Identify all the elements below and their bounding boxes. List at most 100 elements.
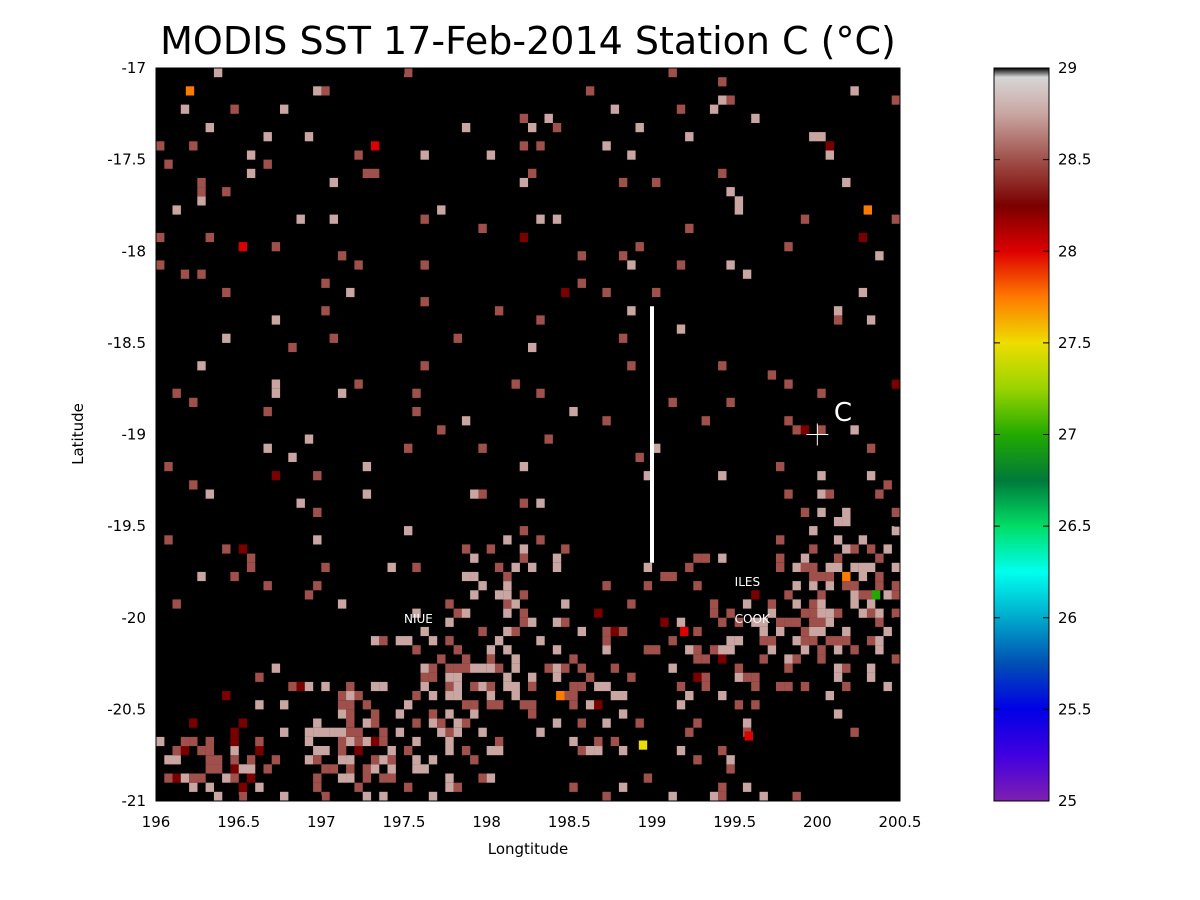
y-tick-label: -18 [122, 242, 147, 260]
sst-pixel [321, 278, 330, 288]
sst-pixel [428, 691, 438, 701]
sst-pixel [362, 736, 372, 747]
sst-pixel [825, 562, 834, 572]
sst-pixel [618, 746, 628, 756]
sst-pixel [412, 755, 421, 765]
sst-pixel [842, 636, 851, 646]
sst-pixel [313, 782, 322, 792]
sst-pixel [346, 755, 355, 765]
sst-pixel [412, 407, 421, 417]
sst-pixel [577, 681, 586, 692]
sst-pixel [875, 581, 884, 591]
sst-pixel [610, 736, 620, 747]
sst-pixel [255, 700, 264, 710]
sst-pixel [800, 507, 810, 517]
y-tick-label: -20.5 [107, 700, 146, 718]
sst-pixel [866, 663, 876, 673]
sst-pixel [437, 718, 446, 728]
sst-pixel [238, 764, 248, 774]
sst-pixel [618, 709, 628, 719]
map-annotation: ILES [735, 575, 760, 589]
sst-pixel [875, 645, 884, 655]
sst-pixel [478, 727, 487, 737]
sst-pixel [726, 187, 735, 197]
sst-pixel [866, 590, 876, 600]
sst-pixel [172, 205, 181, 215]
sst-pixel [734, 205, 744, 215]
sst-pixel [387, 755, 396, 765]
sst-pixel [205, 764, 214, 774]
sst-pixel [164, 462, 173, 472]
sst-pixel [461, 663, 471, 673]
sst-pixel [734, 196, 744, 206]
sst-pixel [800, 645, 810, 655]
sst-pixel [552, 562, 562, 572]
sst-pixel [470, 590, 479, 600]
sst-pixel [412, 645, 421, 655]
sst-pixel [503, 681, 512, 692]
sst-pixel [230, 571, 239, 582]
sst-pixel [726, 397, 735, 407]
sst-pixel [602, 718, 611, 728]
sst-pixel [321, 746, 330, 756]
sst-pixel [486, 654, 496, 664]
sst-pixel [809, 526, 818, 536]
sst-pixel [850, 645, 859, 655]
sst-pixel [313, 507, 322, 517]
sst-hot-pixel [185, 86, 195, 96]
sst-pixel [404, 68, 413, 78]
sst-pixel [585, 700, 595, 710]
sst-pixel [370, 736, 380, 747]
sst-pixel [668, 397, 677, 407]
sst-pixel [652, 645, 661, 655]
map-annotation: C [834, 398, 852, 428]
sst-pixel [891, 526, 900, 536]
sst-pixel [412, 736, 421, 747]
sst-pixel [718, 782, 727, 792]
sst-pixel [387, 746, 396, 756]
sst-pixel [404, 746, 413, 756]
sst-pixel [172, 755, 181, 765]
sst-pixel [313, 773, 322, 783]
x-tick-label: 198.5 [548, 813, 591, 831]
sst-pixel [453, 333, 462, 343]
sst-pixel [445, 663, 454, 673]
sst-pixel [230, 773, 239, 783]
sst-pixel [858, 608, 868, 618]
sst-pixel [486, 700, 496, 710]
colorbar-tick-label: 28.5 [1058, 151, 1091, 169]
sst-pixel [213, 68, 223, 78]
y-tick-label: -17 [122, 59, 147, 77]
sst-pixel [404, 782, 413, 792]
sst-pixel [304, 132, 314, 142]
colorbar: 25 25.5 26 26.5 27 27.5 28 28.5 29 [993, 59, 1091, 810]
x-tick-label: 200.5 [879, 813, 922, 831]
sst-pixel [346, 727, 355, 737]
sst-pixel [809, 571, 818, 582]
sst-pixel [445, 617, 454, 627]
sst-pixel [445, 636, 454, 646]
sst-pixel [850, 562, 859, 572]
sst-pixel [742, 672, 752, 682]
sst-pixel [280, 727, 289, 737]
sst-pixel [503, 608, 512, 618]
sst-pixel [751, 681, 760, 692]
sst-pixel [222, 187, 231, 197]
sst-pixel [412, 562, 421, 572]
sst-pixel [635, 718, 644, 728]
sst-pixel [627, 361, 636, 371]
sst-pixel [784, 416, 793, 426]
sst-pixel [751, 590, 760, 600]
sst-pixel [205, 736, 214, 747]
sst-pixel [718, 654, 727, 664]
sst-pixel [709, 104, 719, 114]
sst-pixel [230, 755, 239, 765]
sst-pixel [478, 223, 487, 233]
sst-pixel [222, 773, 231, 783]
sst-pixel [478, 581, 487, 591]
sst-pixel [858, 535, 868, 545]
y-axis-ticks: -17 -17.5 -18 -18.5 -19 -19.5 -20 -20.5 -21 [107, 59, 900, 810]
colorbar-fill [993, 67, 1050, 802]
sst-pixel [156, 232, 165, 243]
sst-pixel [800, 681, 810, 692]
